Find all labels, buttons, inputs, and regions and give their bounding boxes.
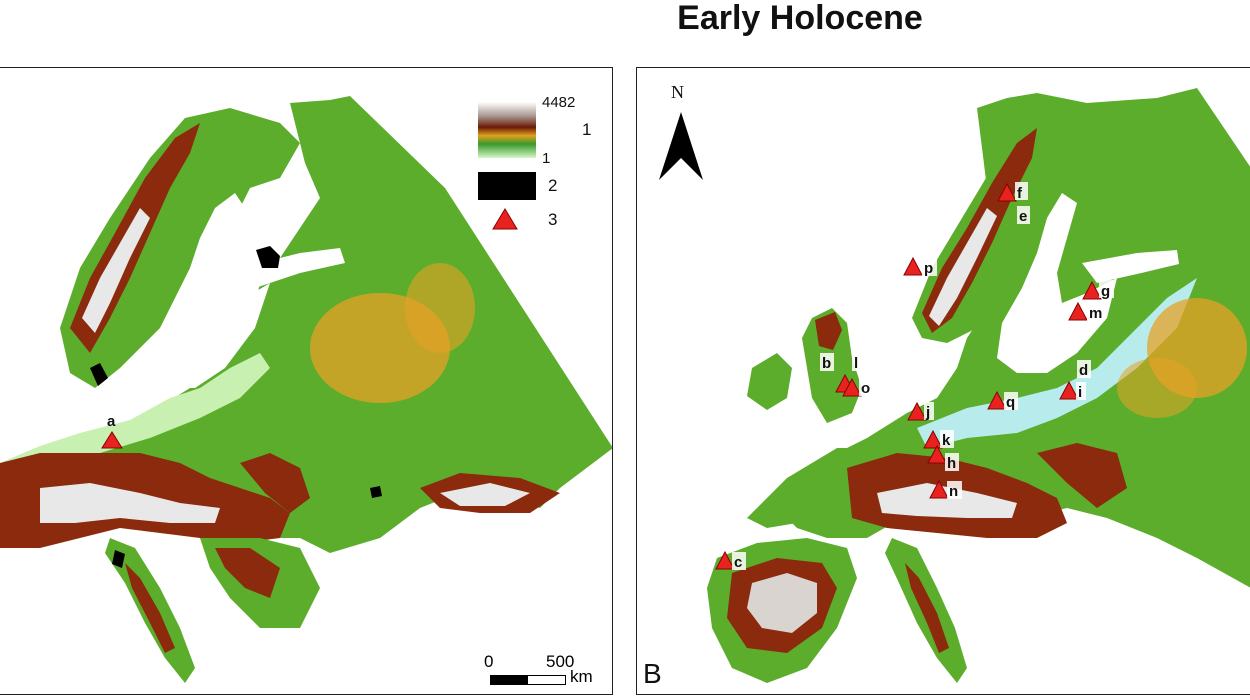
mountains-scotland: [815, 312, 842, 350]
lowland-fringe: [917, 278, 1197, 448]
figure-title: Early Holocene: [677, 0, 923, 37]
map-panel-b: N B f e p g m b: [636, 67, 1250, 695]
legend-item-3-label: 3: [548, 210, 558, 229]
land-ireland: [747, 353, 792, 410]
snow-caucasus: [440, 483, 530, 506]
black-area-coast-w: [90, 363, 108, 386]
baltic-sea: [150, 193, 270, 388]
legend-black-swatch: [478, 172, 536, 200]
snow-scandinavia: [929, 208, 997, 326]
scale-max-label: 500: [546, 652, 575, 671]
elevation-min-label: 1: [542, 150, 551, 167]
elevation-map-b: [707, 88, 1250, 683]
north-arrow-icon: [659, 112, 703, 180]
land-scandinavia: [60, 108, 300, 388]
upland-east: [1117, 358, 1197, 418]
mountains-carpathians: [1037, 443, 1127, 508]
meseta-iberia: [747, 573, 817, 633]
land-europe: [0, 96, 612, 553]
black-area-coast-s: [112, 550, 125, 568]
snow-alps: [40, 483, 220, 523]
black-area-east: [370, 486, 382, 498]
elevation-color-ramp: [478, 102, 536, 158]
upland-east: [405, 263, 475, 353]
baltic-sea: [997, 193, 1117, 373]
black-area-lake: [256, 246, 280, 268]
north-label: N: [671, 82, 684, 102]
scale-bar: 0 500 km: [478, 652, 608, 692]
elevation-map-a: [0, 96, 612, 683]
scale-zero-label: 0: [484, 652, 494, 671]
elevation-max-label: 4482: [542, 94, 576, 111]
mountains-italy: [125, 563, 175, 653]
scale-bar-graphic: [490, 675, 566, 685]
snow-alps: [877, 483, 1017, 518]
mountains-balkans: [215, 548, 280, 598]
site-marker-a: a: [101, 413, 123, 449]
map-panel-a: 4482 1 1 2 3 a 0 500 km: [0, 67, 613, 695]
lowland-belt: [0, 353, 270, 483]
gulf-finland: [240, 248, 345, 288]
legend-item-2-label: 2: [548, 176, 558, 195]
mountains-carpathians: [240, 453, 310, 513]
site-triangle-a: [101, 431, 123, 449]
site-label-a: a: [107, 413, 116, 430]
legend-site-triangle: [492, 208, 518, 230]
mountains-italy: [905, 563, 949, 653]
gulf-finland: [1082, 250, 1179, 283]
snow-scandinavia: [82, 208, 150, 333]
panel-letter: B: [643, 658, 662, 689]
scale-unit-label: km: [570, 667, 593, 686]
legend-item-1-label: 1: [582, 120, 592, 139]
map-legend: 4482 1 1 2 3: [474, 94, 604, 238]
